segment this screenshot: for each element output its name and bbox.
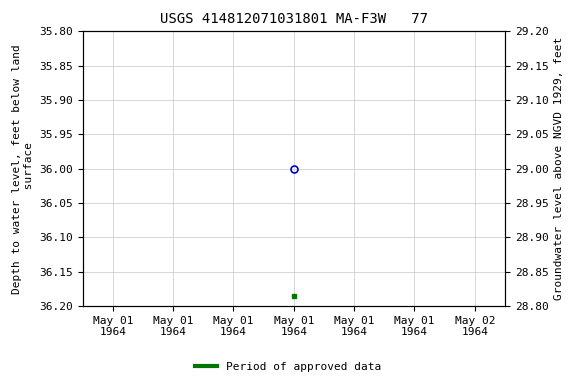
Y-axis label: Depth to water level, feet below land
 surface: Depth to water level, feet below land su… bbox=[12, 44, 33, 294]
Title: USGS 414812071031801 MA-F3W   77: USGS 414812071031801 MA-F3W 77 bbox=[160, 12, 428, 26]
Y-axis label: Groundwater level above NGVD 1929, feet: Groundwater level above NGVD 1929, feet bbox=[554, 37, 564, 300]
Legend: Period of approved data: Period of approved data bbox=[191, 358, 385, 377]
